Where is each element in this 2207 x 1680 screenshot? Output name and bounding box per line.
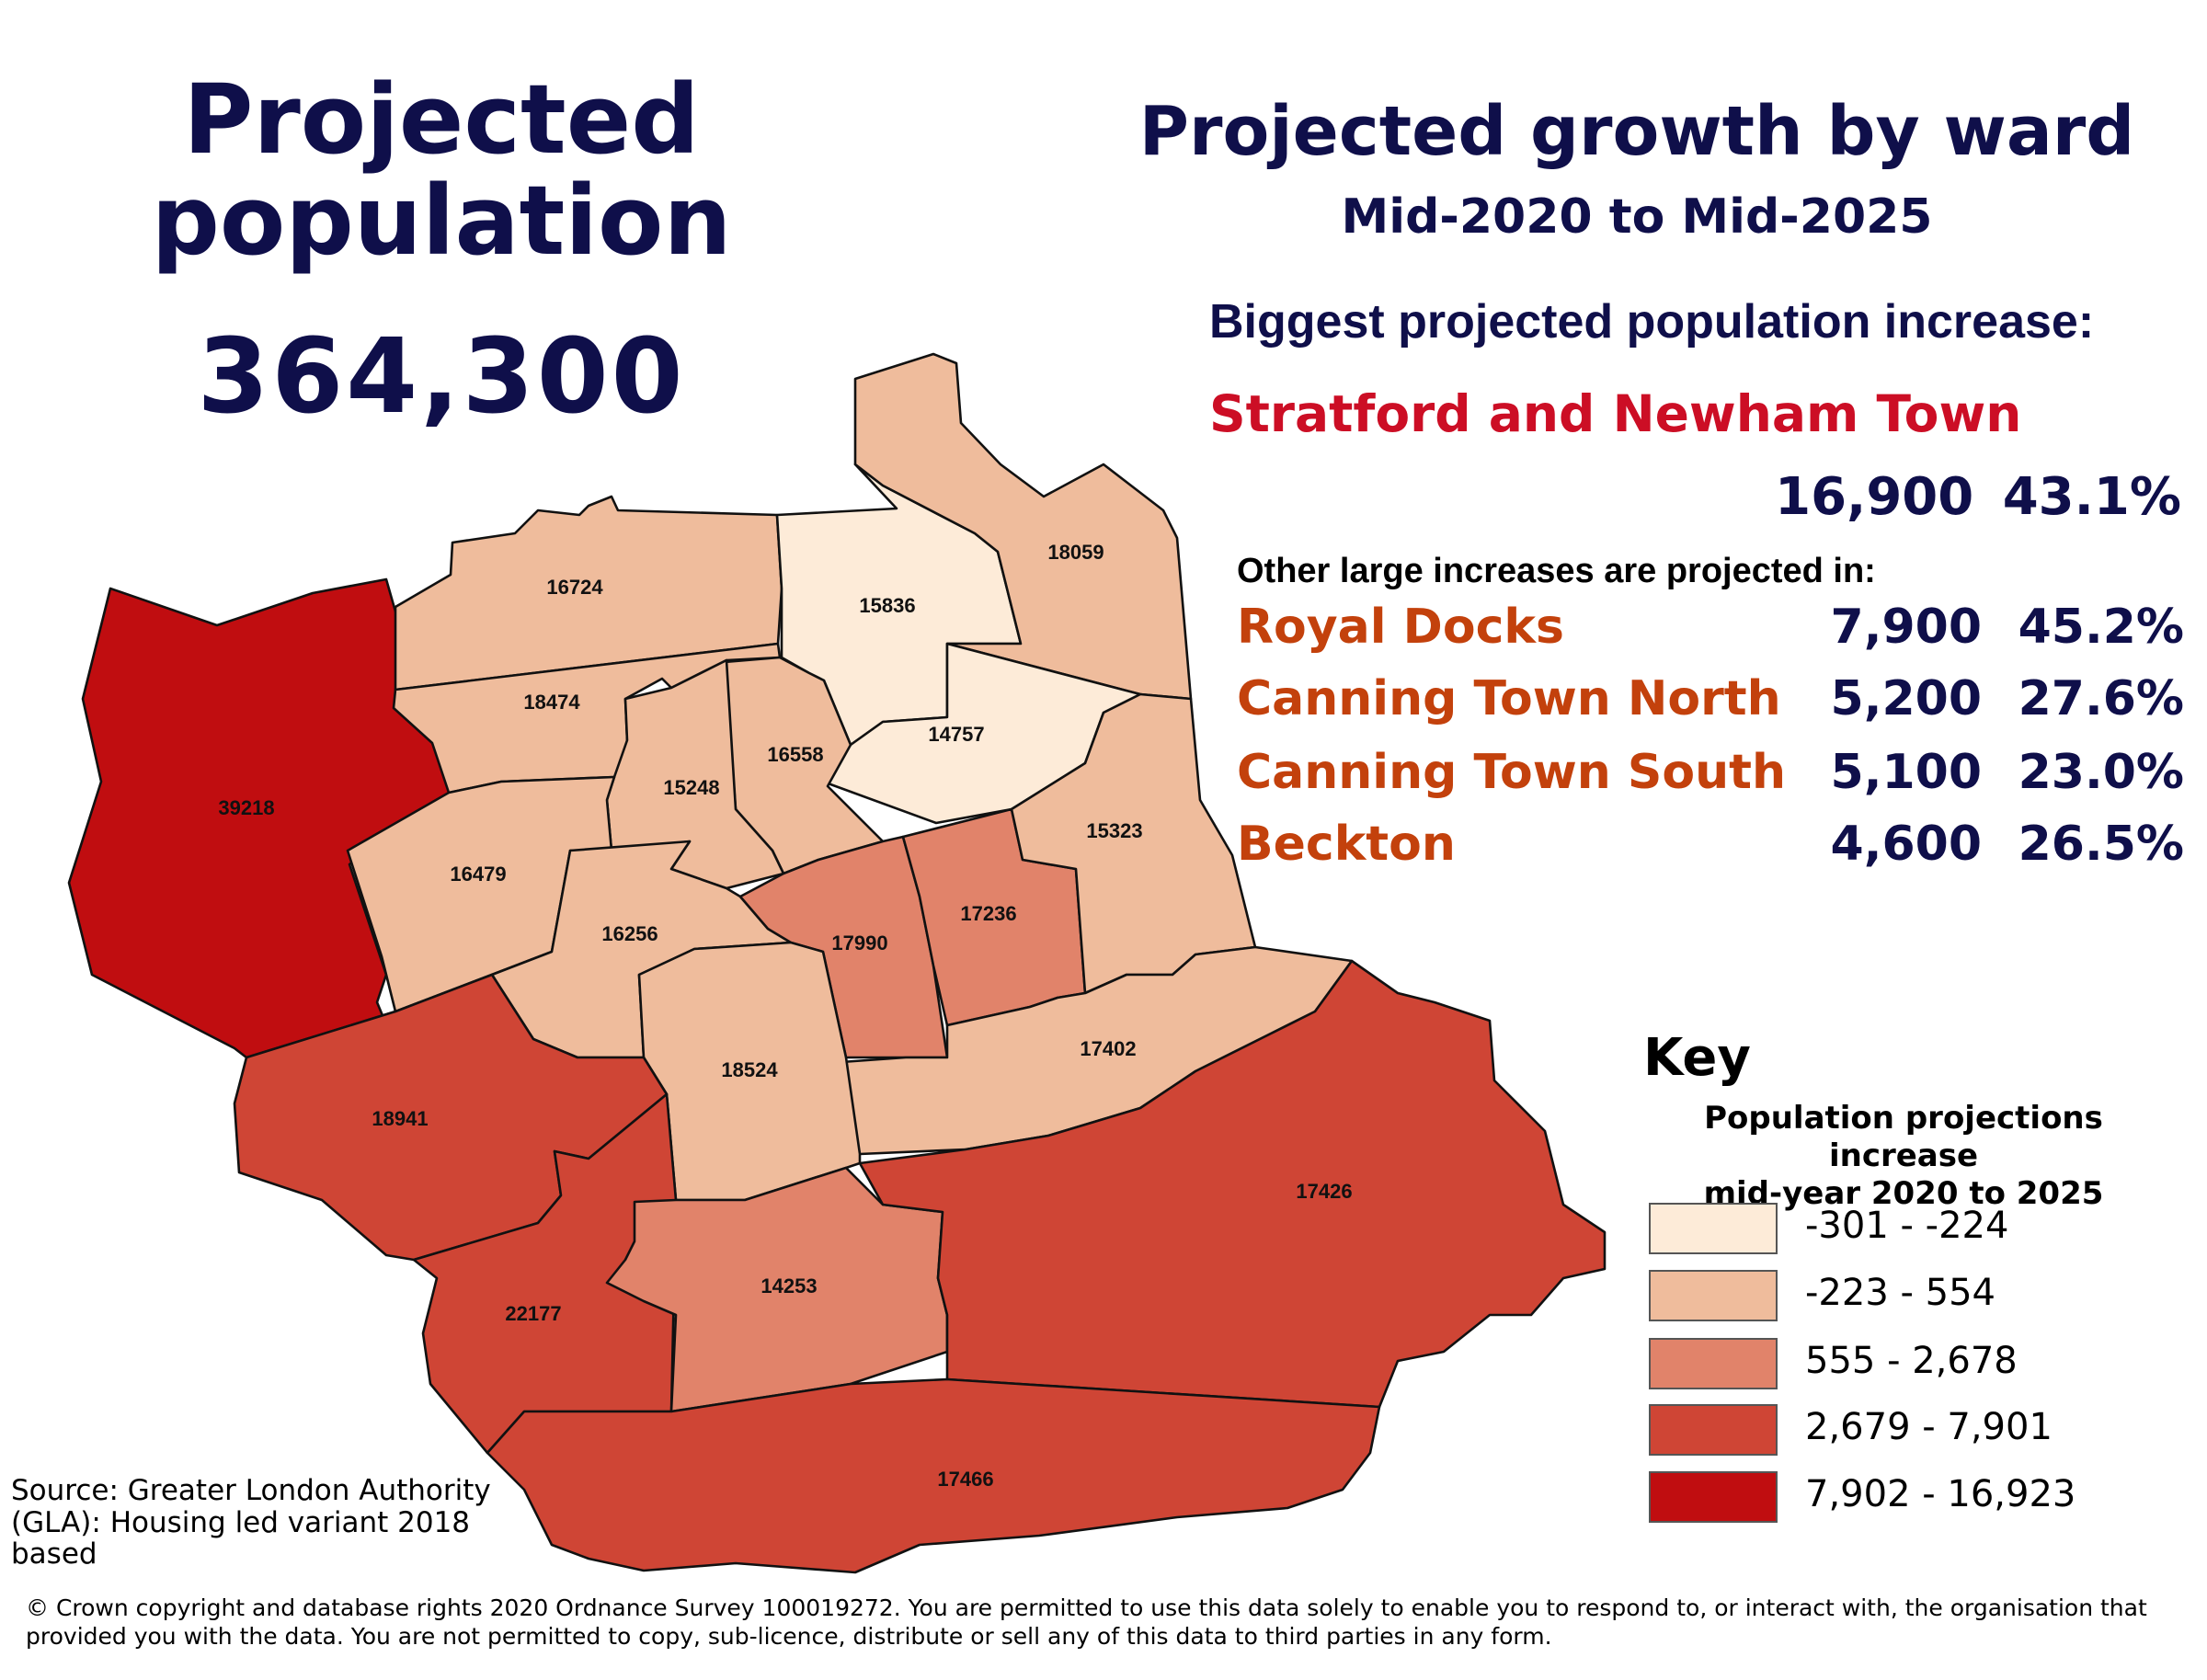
main-title-line-2: population (151, 165, 732, 277)
ward-label-18474: 18474 (523, 691, 580, 714)
main-title-line-1: Projected (183, 63, 700, 176)
ward-label-14253: 14253 (760, 1274, 817, 1297)
increase-abs: 4,600 (1830, 817, 1982, 872)
increase-abs: 5,200 (1830, 671, 1982, 726)
ward-label-15836: 15836 (859, 594, 915, 617)
ward-label-17402: 17402 (1080, 1037, 1136, 1060)
ward-label-18941: 18941 (372, 1107, 428, 1130)
ward-label-16558: 16558 (767, 743, 823, 766)
ward-label-22177: 22177 (505, 1302, 561, 1325)
key-label: -223 - 554 (1805, 1272, 1995, 1314)
ward-label-16479: 16479 (450, 863, 506, 886)
biggest-increase-label: Biggest projected population increase: (1209, 295, 2095, 349)
ward-16724 (394, 495, 783, 691)
increase-row-beckton: Beckton 4,600 26.5% (1237, 817, 2184, 881)
other-increases-label: Other large increases are projected in: (1237, 552, 1876, 590)
ward-label-17466: 17466 (937, 1468, 993, 1491)
ward-label-18524: 18524 (721, 1058, 778, 1081)
ward-label-17990: 17990 (831, 931, 887, 954)
key-label: 2,679 - 7,901 (1805, 1406, 2053, 1448)
ward-label-17426: 17426 (1296, 1180, 1352, 1203)
increase-row-canning-town-north: Canning Town North 5,200 27.6% (1237, 671, 2184, 736)
increase-ward-name: Royal Docks (1237, 600, 1564, 655)
increase-pct: 27.6% (2018, 671, 2184, 726)
ward-label-39218: 39218 (218, 796, 274, 819)
growth-subtitle: Mid-2020 to Mid-2025 (1341, 189, 1933, 245)
biggest-increase-ward: Stratford and Newham Town (1209, 384, 2022, 443)
key-swatch (1649, 1203, 1778, 1254)
key-title: Key (1643, 1028, 1751, 1088)
biggest-increase-stats: 16,900 43.1% (1775, 467, 2181, 527)
increase-row-royal-docks: Royal Docks 7,900 45.2% (1237, 600, 2184, 664)
total-population: 364,300 (197, 317, 686, 437)
ward-17466 (486, 1377, 1381, 1574)
ward-label-16724: 16724 (546, 576, 603, 599)
increase-ward-name: Canning Town North (1237, 671, 1781, 726)
increase-abs: 7,900 (1830, 600, 1982, 655)
key-swatch (1649, 1270, 1778, 1321)
copyright-notice: © Crown copyright and database rights 20… (26, 1594, 2147, 1650)
increase-ward-name: Beckton (1237, 817, 1456, 872)
ward-label-15248: 15248 (663, 776, 719, 799)
key-label: -301 - -224 (1805, 1205, 2009, 1247)
increase-pct: 23.0% (2018, 745, 2184, 800)
ward-label-18059: 18059 (1047, 541, 1104, 564)
increase-pct: 26.5% (2018, 817, 2184, 872)
biggest-increase-pct: 43.1% (2002, 467, 2181, 527)
source-note: Source: Greater London Authority (GLA): … (11, 1474, 491, 1571)
ward-17426 (858, 959, 1607, 1409)
ward-39218 (67, 577, 469, 1059)
key-subtitle-line-1: Population projections increase (1704, 1100, 2103, 1174)
increase-abs: 5,100 (1830, 745, 1982, 800)
key-swatch (1649, 1471, 1778, 1523)
key-swatch (1649, 1404, 1778, 1456)
increase-pct: 45.2% (2018, 600, 2184, 655)
ward-18059 (853, 352, 1193, 701)
growth-title: Projected growth by ward (1138, 92, 2135, 171)
ward-label-14757: 14757 (928, 723, 984, 746)
ward-label-17236: 17236 (960, 902, 1016, 925)
ward-label-15323: 15323 (1086, 819, 1142, 842)
increase-ward-name: Canning Town South (1237, 745, 1786, 800)
ward-label-16256: 16256 (601, 922, 658, 945)
key-swatch (1649, 1338, 1778, 1389)
key-label: 555 - 2,678 (1805, 1340, 2018, 1382)
key-label: 7,902 - 16,923 (1805, 1473, 2076, 1515)
key-subtitle: Population projections increase mid-year… (1628, 1100, 2179, 1212)
increase-row-canning-town-south: Canning Town South 5,100 23.0% (1237, 745, 2184, 809)
biggest-increase-abs: 16,900 (1775, 467, 1974, 527)
